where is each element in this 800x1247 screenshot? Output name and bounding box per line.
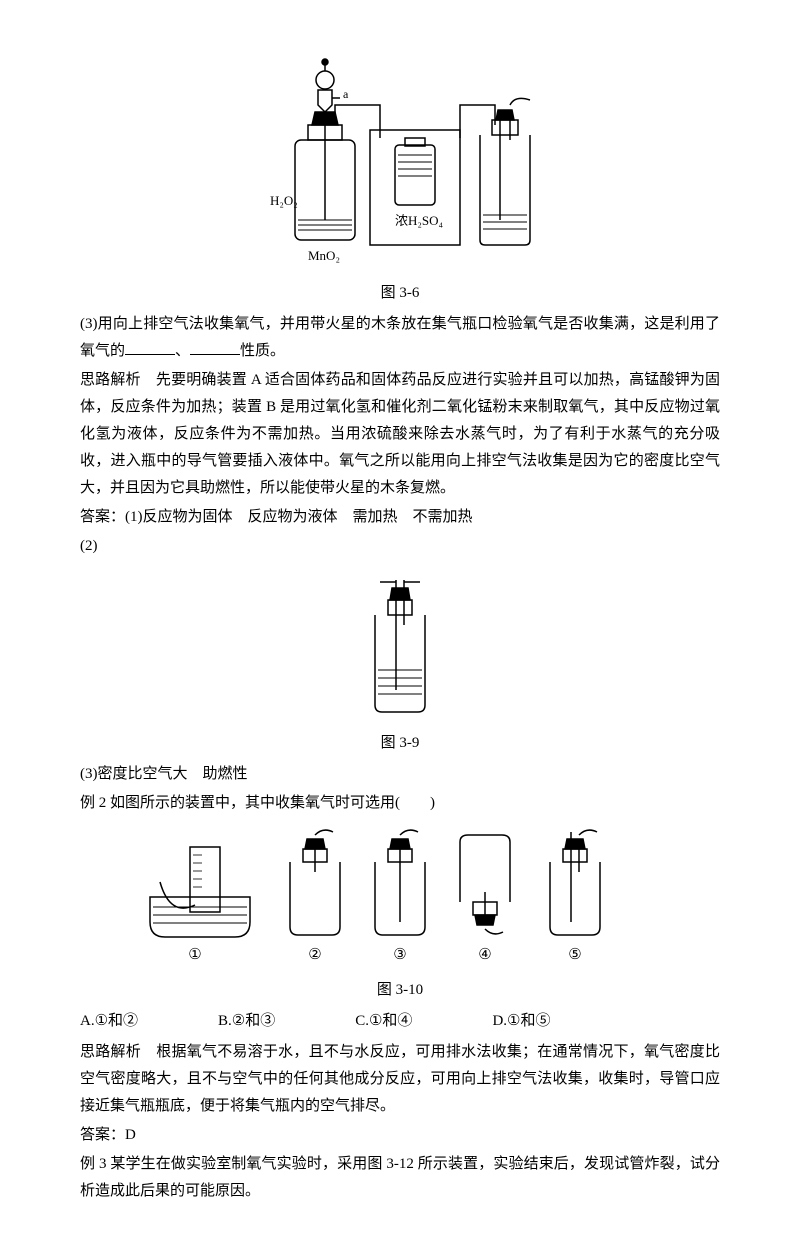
question-3: (3)用向上排空气法收集氧气，并用带火星的木条放在集气瓶口检验氧气是否收集满，这…: [80, 311, 720, 365]
label-1: ①: [188, 947, 201, 963]
apparatus-diagram-1: H₂O₂ MnO₂ 浓H₂SO₄ a: [240, 50, 560, 270]
fig3-caption: 图 3-10: [80, 977, 720, 1004]
label-a: a: [343, 87, 349, 101]
blank-2: [190, 339, 240, 355]
answer-2-label: (2): [80, 533, 720, 560]
option-d: D.①和⑤: [492, 1008, 550, 1035]
fig2-caption: 图 3-9: [80, 730, 720, 757]
figure-3-6: H₂O₂ MnO₂ 浓H₂SO₄ a: [80, 50, 720, 270]
label-h2so4: 浓H₂SO₄: [395, 213, 444, 228]
q3-post: 性质。: [240, 343, 285, 359]
analysis-2: 思路解析 根据氧气不易溶于水，且不与水反应，可用排水法收集；在通常情况下，氧气密…: [80, 1039, 720, 1120]
answer-1: 答案：(1)反应物为固体 反应物为液体 需加热 不需加热: [80, 504, 720, 531]
option-a: A.①和②: [80, 1008, 138, 1035]
label-3: ③: [393, 947, 406, 963]
example-3-question: 例 3 某学生在做实验室制氧气实验时，采用图 3-12 所示装置，实验结束后，发…: [80, 1151, 720, 1205]
q3-mid: 、: [175, 343, 190, 359]
blank-1: [125, 339, 175, 355]
label-4: ④: [478, 947, 491, 963]
answer-ex2: 答案：D: [80, 1122, 720, 1149]
figure-3-10: ① ② ③ ④ ⑤: [80, 827, 720, 967]
analysis-1: 思路解析 先要明确装置 A 适合固体药品和固体药品反应进行实验并且可以加热，高锰…: [80, 367, 720, 502]
option-b: B.②和③: [218, 1008, 275, 1035]
label-mno2: MnO₂: [308, 248, 340, 263]
collection-methods-diagram: ① ② ③ ④ ⑤: [140, 827, 660, 967]
label-5: ⑤: [568, 947, 581, 963]
answer-3: (3)密度比空气大 助燃性: [80, 761, 720, 788]
example-2-question: 例 2 如图所示的装置中，其中收集氧气时可选用( ): [80, 790, 720, 817]
option-c: C.①和④: [355, 1008, 412, 1035]
label-h2o2: H₂O₂: [270, 193, 298, 208]
label-2: ②: [308, 947, 321, 963]
fig1-caption: 图 3-6: [80, 280, 720, 307]
wash-bottle-diagram: [350, 570, 450, 720]
options-row: A.①和② B.②和③ C.①和④ D.①和⑤: [80, 1008, 720, 1035]
figure-3-9: [80, 570, 720, 720]
